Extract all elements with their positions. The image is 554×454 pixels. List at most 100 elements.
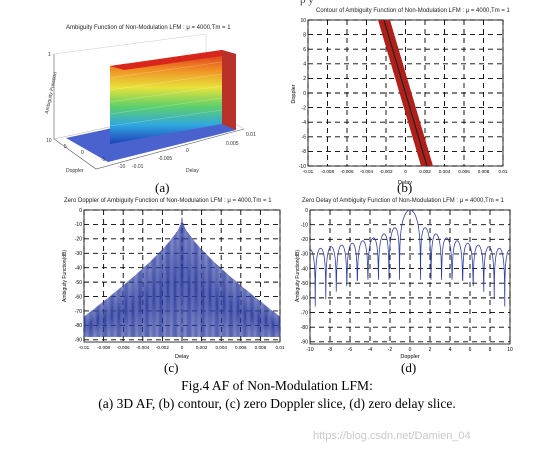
panel-d: Zero Delay of Ambiguity Function of Non-… xyxy=(294,198,524,360)
b-ytick: -6 xyxy=(302,135,307,141)
c-ytick: -70 xyxy=(75,309,82,315)
a-tick-m0005: -0.005 xyxy=(158,156,172,162)
b-ytick: -4 xyxy=(302,120,307,126)
c-xlabel: Delay xyxy=(175,354,189,360)
b-xtick: 0.004 xyxy=(439,169,451,174)
d-ytick: -80 xyxy=(301,325,308,331)
d-xtick: -4 xyxy=(368,347,373,353)
c-ytick: -60 xyxy=(75,294,82,300)
a-ylabel: Delay xyxy=(186,168,199,174)
a-tick-m001: -0.01 xyxy=(132,164,144,170)
figure-caption-line2: (a) 3D AF, (b) contour, (c) zero Doppler… xyxy=(98,396,456,411)
d-ytick: -50 xyxy=(301,281,308,287)
d-xtick: -6 xyxy=(348,347,353,353)
panel-b: Contour of Ambiguity Function of Non-Mod… xyxy=(290,8,520,188)
d-xtick: 6 xyxy=(469,347,472,353)
c-xtick: -0.006 xyxy=(117,345,130,350)
d-ytick: -30 xyxy=(301,252,308,258)
c-xtick: 0.008 xyxy=(255,345,267,350)
a-tick-m5: -5 xyxy=(101,157,106,163)
d-ylabel: Ambiguity Function(dB) xyxy=(295,250,301,302)
c-xtick: -0.008 xyxy=(97,345,110,350)
c-ytick: 0 xyxy=(79,208,82,214)
b-ylabel: Doppler xyxy=(291,84,297,103)
a-tick-d0: 0 xyxy=(186,148,189,154)
panel-b-label: (b) xyxy=(397,180,413,195)
b-xtick: -0.002 xyxy=(379,169,392,174)
b-xtick: 0.006 xyxy=(458,169,470,174)
d-ytick: -60 xyxy=(301,296,308,302)
b-xtick: -0.008 xyxy=(321,169,334,174)
panel-d-title: Zero Delay of Ambiguity Function of Non-… xyxy=(302,198,504,204)
d-xtick: 8 xyxy=(489,347,492,353)
header-fragment: p y xyxy=(300,0,314,6)
panel-c-title: Zero Doppler of Ambiguity Function of No… xyxy=(64,198,272,204)
b-ytick: -2 xyxy=(302,105,307,111)
c-xtick: -0.004 xyxy=(136,345,149,350)
b-ytick: 4 xyxy=(303,62,306,68)
a-tick-5: 5 xyxy=(64,144,67,150)
b-xtick: -0.004 xyxy=(360,169,373,174)
a-tick-m10: -10 xyxy=(118,164,125,170)
d-xtick: 10 xyxy=(507,347,513,353)
b-xtick: 0.008 xyxy=(478,169,490,174)
b-ytick: 10 xyxy=(300,18,306,24)
c-ytick: -20 xyxy=(75,237,82,243)
panel-c-plot: 0 -10 -20 -30 -40 -50 -60 -70 -80 -90 -0.01 -0.008… xyxy=(62,208,285,360)
panel-d-label: (d) xyxy=(401,360,417,375)
d-xtick: -2 xyxy=(388,347,393,353)
c-ytick: -10 xyxy=(75,222,82,228)
d-ytick: -10 xyxy=(301,222,308,228)
b-xtick: 0.01 xyxy=(499,169,508,174)
a-zlabel: Ambiguity Function xyxy=(44,71,59,114)
b-ytick: 2 xyxy=(303,76,306,82)
b-xtick: 0.002 xyxy=(419,169,431,174)
b-ytick: 0 xyxy=(303,91,306,97)
d-ytick: -20 xyxy=(301,237,308,243)
a-tick-z1: 1 xyxy=(48,52,51,58)
c-ytick: -30 xyxy=(75,251,82,257)
b-ytick: 8 xyxy=(303,32,306,38)
figure-caption-line1: Fig.4 AF of Non-Modulation LFM: xyxy=(181,378,373,393)
b-ytick: 6 xyxy=(303,47,306,53)
d-xtick: 4 xyxy=(449,347,452,353)
d-xtick: 2 xyxy=(429,347,432,353)
d-xtick: -10 xyxy=(306,347,313,353)
b-xtick: -0.01 xyxy=(303,169,314,174)
a-tick-10: 10 xyxy=(46,138,52,144)
c-xtick: 0.004 xyxy=(215,345,227,350)
a-tick-0005: 0.005 xyxy=(226,141,239,147)
c-ytick: -90 xyxy=(75,338,82,344)
d-xtick: 0 xyxy=(409,347,412,353)
d-xtick: -8 xyxy=(328,347,333,353)
panel-c: Zero Doppler of Ambiguity Function of No… xyxy=(60,198,290,360)
panel-d-plot: 0-10-20-30-40-50-60-70-80-90 -10 -8 -6 -4 -2… xyxy=(295,208,513,360)
c-ytick: -40 xyxy=(75,266,82,272)
c-xtick: 0.006 xyxy=(235,345,247,350)
d-ytick: -70 xyxy=(301,310,308,316)
b-ytick: -8 xyxy=(302,149,307,155)
a-xlabel: Doppler xyxy=(66,168,84,174)
panel-b-title: Contour of Ambiguity Function of Non-Mod… xyxy=(316,8,510,14)
c-xtick: 0 xyxy=(181,345,184,350)
c-ytick: -50 xyxy=(75,280,82,286)
c-xtick: 0.01 xyxy=(276,345,285,350)
b-ytick: -10 xyxy=(299,164,306,170)
b-xtick: 0 xyxy=(404,169,407,174)
panel-a-label: (a) xyxy=(155,180,170,195)
panel-b-plot: 10 8 6 4 2 0 -2 -4 -6 -8 -10 -0.01 -0.008 -0.006 -0.0… xyxy=(291,18,508,186)
panel-a: Ambiguity Function of Non-Modulation LFM… xyxy=(36,22,276,182)
a-tick-001: 0.01 xyxy=(246,132,256,138)
panel-a-title: Ambiguity Function of Non-Modulation LFM… xyxy=(66,25,231,31)
d-ytick: -40 xyxy=(301,266,308,272)
d-xlabel: Doppler xyxy=(400,354,419,360)
a-tick-0: 0 xyxy=(81,150,84,156)
c-ytick: -80 xyxy=(75,323,82,329)
watermark: https://blog.csdn.net/Damien_04 xyxy=(313,430,471,442)
panel-a-plot: 1 10 5 0 -5 -10 -0.01 -0.005 0 0.005 0.0… xyxy=(44,34,256,174)
panel-c-label: (c) xyxy=(164,360,179,375)
c-xtick: 0.002 xyxy=(196,345,208,350)
d-ytick: 0 xyxy=(305,208,308,214)
b-xtick: -0.006 xyxy=(340,169,353,174)
c-xtick: -0.01 xyxy=(79,345,90,350)
